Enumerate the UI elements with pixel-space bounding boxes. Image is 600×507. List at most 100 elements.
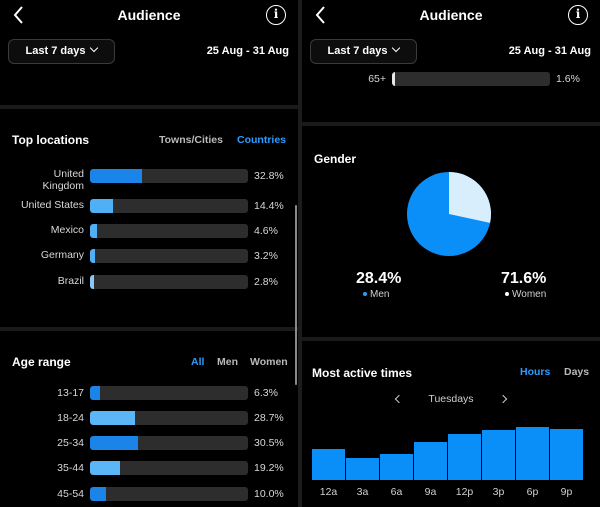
age-label: 13-17 [57, 387, 84, 399]
back-arrow-icon[interactable] [10, 4, 30, 26]
age-bar-fill [392, 72, 395, 86]
location-bar-track [90, 169, 248, 183]
location-label-line: United States [20, 199, 84, 211]
top-locations-title: Top locations [12, 133, 90, 147]
right-panel: Audience i Last 7 days 25 Aug - 31 Aug 6… [302, 0, 600, 507]
tab-women[interactable]: Women [250, 356, 288, 368]
age-percent: 6.3% [254, 387, 278, 399]
women-legend-label: Women [512, 289, 547, 300]
location-label: United Kingdom [43, 168, 84, 192]
location-bar-track [90, 199, 248, 213]
age-bar-track [90, 436, 248, 450]
age-label: 45-54 [57, 488, 84, 500]
hour-label: 6p [526, 486, 539, 498]
women-percent: 71.6% [501, 270, 547, 287]
age-bar-fill [90, 411, 136, 425]
chevron-down-icon [392, 43, 401, 53]
date-range-dropdown[interactable]: Last 7 days [310, 39, 417, 64]
location-label-line: United [53, 168, 84, 180]
hour-label: 9p [560, 486, 573, 498]
location-label-line: Mexico [50, 224, 84, 236]
location-bar-track [90, 249, 248, 263]
gender-pie-chart [407, 172, 491, 256]
age-percent: 28.7% [254, 412, 284, 424]
hour-label: 12p [455, 486, 474, 498]
location-label: Brazil [58, 275, 84, 287]
most-active-times-title: Most active times [312, 366, 413, 380]
left-panel: Audience i Last 7 days 25 Aug - 31 Aug T… [0, 0, 298, 507]
hour-bar [516, 427, 549, 480]
scrollbar[interactable] [295, 205, 297, 385]
age-bar-track [90, 411, 248, 425]
age-percent: 30.5% [254, 437, 284, 449]
date-range-dropdown[interactable]: Last 7 days [8, 39, 115, 64]
location-percent: 2.8% [254, 276, 278, 288]
location-bar-fill [90, 249, 96, 263]
section-divider [0, 105, 298, 109]
date-range-text: 25 Aug - 31 Aug [508, 45, 591, 57]
location-percent: 14.4% [254, 200, 284, 212]
location-label: Germany [41, 249, 84, 261]
age-bar-track [90, 386, 248, 400]
hour-label: 9a [424, 486, 437, 498]
men-legend-dot [363, 292, 367, 296]
hour-bar [482, 430, 515, 480]
hour-bar [380, 454, 413, 480]
hour-label: 12a [319, 486, 338, 498]
location-percent: 4.6% [254, 225, 278, 237]
date-range-dropdown-label: Last 7 days [327, 45, 388, 57]
header: Audience i [302, 0, 600, 30]
hour-label: 6a [390, 486, 403, 498]
tab-countries[interactable]: Countries [237, 134, 287, 146]
men-legend: Men [363, 289, 389, 300]
location-label: United States [21, 199, 84, 211]
location-bar-track [90, 275, 248, 289]
location-bar-track [90, 224, 248, 238]
gender-title: Gender [314, 152, 357, 166]
age-percent: 19.2% [254, 462, 284, 474]
women-legend-dot [505, 292, 509, 296]
location-bar-fill [90, 224, 98, 238]
location-bar-fill [90, 169, 142, 183]
age-label: 35-44 [57, 462, 84, 474]
tab-towns-cities[interactable]: Towns/Cities [159, 134, 223, 146]
women-legend: Women [505, 289, 546, 300]
tab-all[interactable]: All [191, 356, 205, 368]
location-label: Mexico [51, 224, 84, 236]
men-percent: 28.4% [356, 270, 402, 287]
info-icon[interactable]: i [266, 5, 286, 25]
age-bar-fill [90, 461, 121, 475]
panel-divider [298, 0, 302, 507]
age-label: 18-24 [57, 412, 84, 424]
location-percent: 32.8% [254, 170, 284, 182]
location-label-line: Germany [40, 249, 84, 261]
location-label-line: Kingdom [42, 180, 84, 192]
hour-label: 3a [356, 486, 369, 498]
section-divider [0, 327, 298, 331]
age-bar-track [90, 461, 248, 475]
section-divider [302, 122, 600, 126]
page-title: Audience [419, 7, 483, 23]
age-bar-track [90, 487, 248, 501]
hour-label: 3p [492, 486, 505, 498]
section-divider [302, 337, 600, 341]
tab-days[interactable]: Days [564, 366, 590, 378]
date-range-text: 25 Aug - 31 Aug [206, 45, 289, 57]
chevron-down-icon [90, 43, 99, 53]
tab-men[interactable]: Men [217, 356, 238, 368]
men-legend-label: Men [370, 289, 390, 300]
age-label-65-plus: 65+ [368, 73, 386, 85]
back-arrow-icon[interactable] [312, 4, 332, 26]
hour-bar [312, 449, 345, 480]
age-label: 25-34 [57, 437, 84, 449]
hour-bar [550, 429, 583, 480]
header: Audience i [0, 0, 298, 30]
hour-bar [414, 442, 447, 480]
location-bar-fill [90, 275, 95, 289]
location-percent: 3.2% [254, 250, 278, 262]
info-icon[interactable]: i [568, 5, 588, 25]
day-selector-label: Tuesdays [428, 393, 474, 405]
age-percent: 10.0% [254, 488, 284, 500]
tab-hours[interactable]: Hours [520, 366, 551, 378]
page-title: Audience [117, 7, 181, 23]
